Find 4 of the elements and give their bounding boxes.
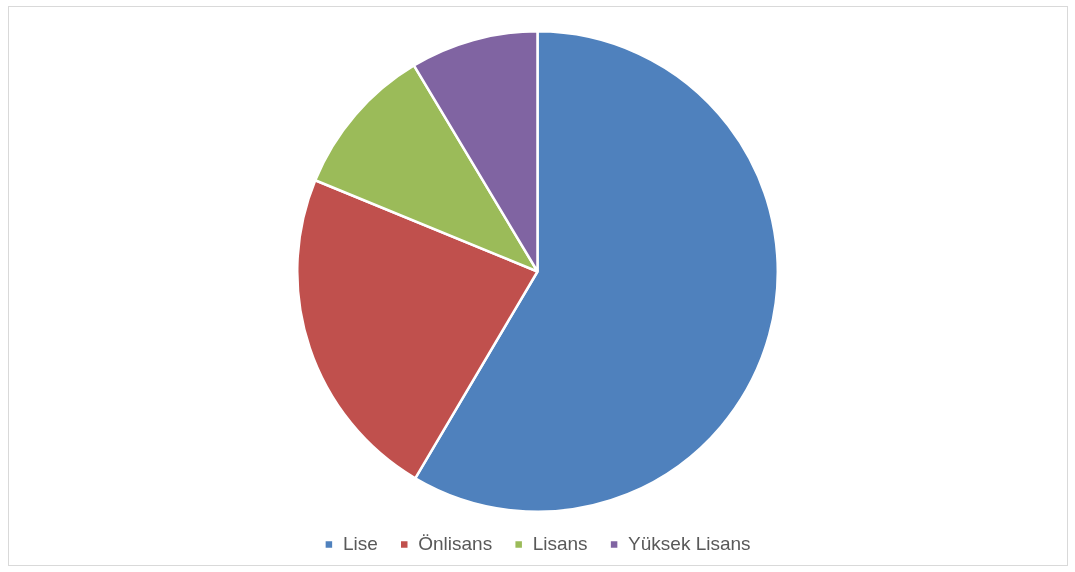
legend-label: Lise — [342, 532, 378, 554]
legend-label: Yüksek Lisans — [628, 532, 751, 554]
legend-label: Lisans — [532, 532, 588, 554]
legend-label: Önlisans — [418, 532, 493, 554]
